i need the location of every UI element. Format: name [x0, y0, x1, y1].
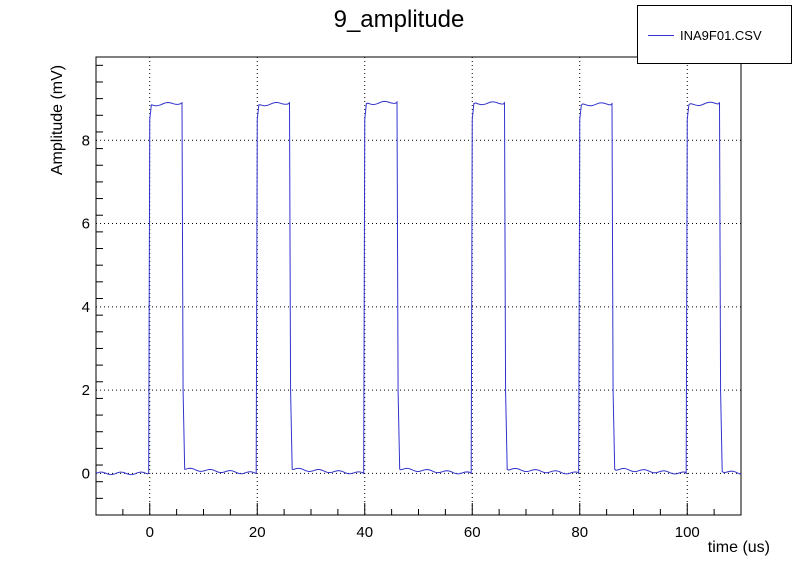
legend-swatch: [648, 35, 674, 36]
x-tick-label: 60: [464, 524, 481, 541]
y-axis-label: Amplitude (mV): [49, 64, 66, 176]
series-layer: [95, 100, 742, 476]
grid-lines: [96, 57, 741, 515]
series-line: [95, 100, 742, 476]
x-tick-label: 20: [249, 524, 266, 541]
x-tick-label: 40: [356, 524, 373, 541]
y-tick-label: 6: [82, 216, 90, 233]
y-tick-label: 0: [82, 465, 90, 482]
x-axis-label: time (us): [707, 539, 770, 556]
y-tick-label: 8: [82, 132, 90, 149]
axes: 0 20 40 60 80 100 0 2 4 6 8: [82, 56, 742, 541]
x-tick-label: 80: [571, 524, 588, 541]
plot-frame: [95, 56, 742, 516]
chart-title: 9_amplitude: [333, 6, 465, 33]
x-tick-label: 0: [146, 524, 154, 541]
legend-label: INA9F01.CSV: [680, 28, 762, 43]
x-tick-label: 100: [675, 524, 700, 541]
legend: INA9F01.CSV: [637, 5, 792, 64]
y-tick-label: 4: [82, 299, 90, 316]
y-tick-label: 2: [82, 382, 90, 399]
